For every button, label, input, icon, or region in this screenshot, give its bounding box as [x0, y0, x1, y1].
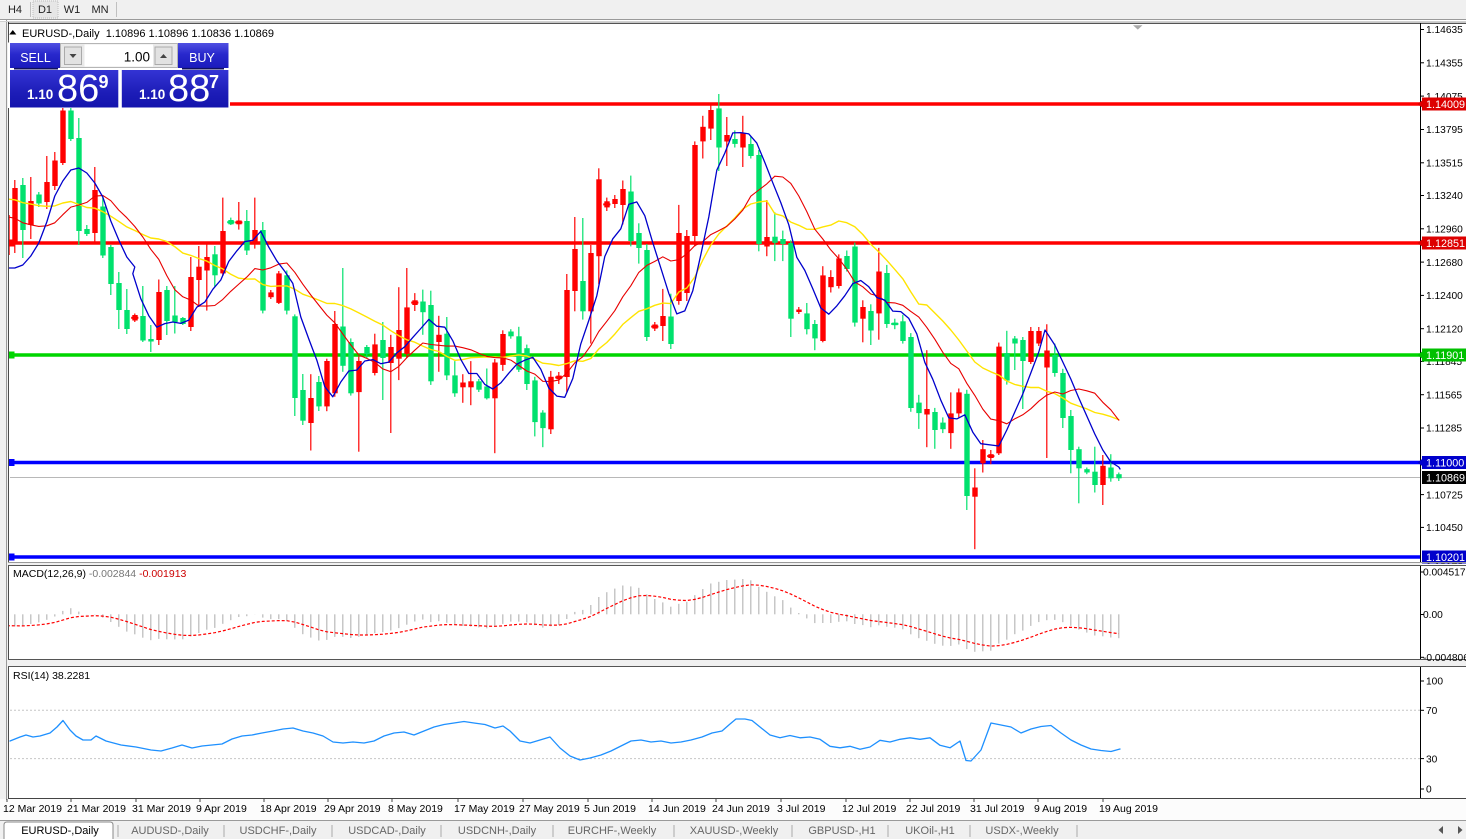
svg-text:9 Aug 2019: 9 Aug 2019 — [1034, 803, 1087, 815]
svg-text:1.10869: 1.10869 — [1426, 472, 1465, 484]
svg-text:9 Apr 2019: 9 Apr 2019 — [196, 803, 247, 815]
svg-text:1.13795: 1.13795 — [1426, 125, 1463, 136]
svg-text:1.11565: 1.11565 — [1426, 390, 1462, 401]
svg-text:1.10450: 1.10450 — [1426, 523, 1463, 534]
svg-text:1.12680: 1.12680 — [1426, 258, 1463, 269]
svg-text:USDCHF-,Daily: USDCHF-,Daily — [240, 825, 318, 837]
svg-text:14 Jun 2019: 14 Jun 2019 — [648, 803, 706, 815]
svg-text:1.10: 1.10 — [139, 87, 165, 102]
svg-text:EURUSD-,Daily 1.10896 1.10896: EURUSD-,Daily 1.10896 1.10896 1.10836 1.… — [22, 28, 274, 40]
svg-text:MACD(12,26,9) -0.002844 -0.001: MACD(12,26,9) -0.002844 -0.001913 — [13, 568, 187, 580]
svg-text:0.004517: 0.004517 — [1423, 568, 1466, 579]
svg-text:70: 70 — [1426, 706, 1438, 717]
svg-text:8 May 2019: 8 May 2019 — [388, 803, 443, 815]
svg-text:21 Mar 2019: 21 Mar 2019 — [67, 803, 126, 815]
svg-text:USDCNH-,Daily: USDCNH-,Daily — [458, 825, 537, 837]
svg-text:31 Mar 2019: 31 Mar 2019 — [132, 803, 191, 815]
svg-text:1.00: 1.00 — [124, 50, 150, 65]
svg-text:7: 7 — [209, 72, 219, 92]
svg-text:USDCAD-,Daily: USDCAD-,Daily — [348, 825, 426, 837]
svg-text:1.12400: 1.12400 — [1426, 291, 1463, 302]
svg-text:30: 30 — [1426, 754, 1438, 765]
svg-text:0.00: 0.00 — [1423, 610, 1443, 621]
svg-text:H4: H4 — [8, 4, 22, 16]
svg-text:1.13240: 1.13240 — [1426, 191, 1463, 202]
svg-text:1.13515: 1.13515 — [1426, 159, 1463, 170]
svg-text:19 Aug 2019: 19 Aug 2019 — [1099, 803, 1158, 815]
svg-text:24 Jun 2019: 24 Jun 2019 — [712, 803, 770, 815]
svg-text:3 Jul 2019: 3 Jul 2019 — [777, 803, 826, 815]
svg-text:18 Apr 2019: 18 Apr 2019 — [260, 803, 317, 815]
svg-text:12 Jul 2019: 12 Jul 2019 — [842, 803, 896, 815]
svg-text:1.11901: 1.11901 — [1426, 350, 1464, 362]
svg-text:1.10725: 1.10725 — [1426, 490, 1463, 501]
svg-text:29 Apr 2019: 29 Apr 2019 — [324, 803, 381, 815]
svg-text:1.11000: 1.11000 — [1426, 457, 1464, 469]
svg-text:5 Jun 2019: 5 Jun 2019 — [584, 803, 636, 815]
svg-text:GBPUSD-,H1: GBPUSD-,H1 — [808, 825, 875, 837]
svg-text:1.10: 1.10 — [27, 87, 53, 102]
svg-text:1.11845: 1.11845 — [1426, 357, 1462, 368]
svg-text:1.12851: 1.12851 — [1426, 238, 1465, 250]
svg-text:SELL: SELL — [20, 51, 51, 65]
svg-text:1.12120: 1.12120 — [1426, 324, 1463, 335]
svg-text:EURCHF-,Weekly: EURCHF-,Weekly — [568, 825, 657, 837]
svg-text:1.14009: 1.14009 — [1426, 99, 1465, 111]
svg-text:27 May 2019: 27 May 2019 — [519, 803, 580, 815]
svg-text:100: 100 — [1426, 677, 1443, 688]
svg-text:AUDUSD-,Daily: AUDUSD-,Daily — [131, 825, 209, 837]
svg-text:-0.004806: -0.004806 — [1423, 653, 1466, 664]
svg-text:1.14075: 1.14075 — [1426, 92, 1463, 103]
svg-text:1.14355: 1.14355 — [1426, 59, 1463, 70]
svg-text:BUY: BUY — [189, 51, 215, 65]
svg-text:1.14635: 1.14635 — [1426, 25, 1463, 36]
svg-text:0: 0 — [1426, 785, 1432, 796]
svg-text:EURUSD-,Daily: EURUSD-,Daily — [21, 825, 99, 837]
svg-text:1.11285: 1.11285 — [1426, 424, 1462, 435]
svg-text:22 Jul 2019: 22 Jul 2019 — [906, 803, 960, 815]
svg-text:XAUUSD-,Weekly: XAUUSD-,Weekly — [690, 825, 779, 837]
svg-text:MN: MN — [91, 4, 108, 16]
svg-text:17 May 2019: 17 May 2019 — [454, 803, 515, 815]
svg-text:USDX-,Weekly: USDX-,Weekly — [985, 825, 1059, 837]
svg-text:88: 88 — [168, 68, 210, 110]
svg-text:1.12960: 1.12960 — [1426, 225, 1463, 236]
svg-text:9: 9 — [99, 72, 109, 92]
svg-text:W1: W1 — [64, 4, 81, 16]
svg-text:1.10201: 1.10201 — [1426, 552, 1465, 564]
svg-text:D1: D1 — [38, 4, 52, 16]
svg-text:12 Mar 2019: 12 Mar 2019 — [3, 803, 62, 815]
svg-text:RSI(14) 38.2281: RSI(14) 38.2281 — [13, 670, 90, 682]
svg-text:UKOil-,H1: UKOil-,H1 — [905, 825, 955, 837]
svg-text:86: 86 — [57, 68, 99, 110]
svg-text:31 Jul 2019: 31 Jul 2019 — [970, 803, 1024, 815]
